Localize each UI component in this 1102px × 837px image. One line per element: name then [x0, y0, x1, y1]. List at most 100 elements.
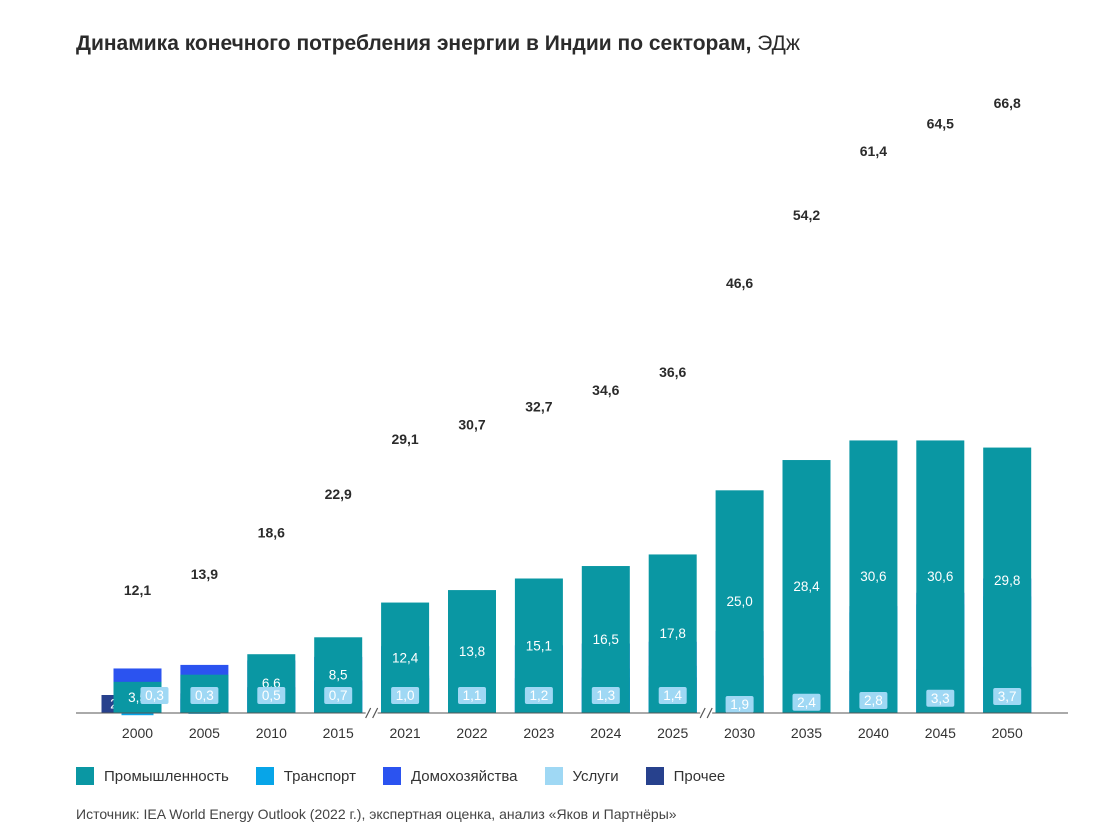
x-tick-label-2021: 2021	[390, 725, 421, 741]
value-label-industry-2015: 8,5	[329, 668, 348, 683]
x-tick-label-2035: 2035	[791, 725, 822, 741]
label-box-services-2000	[140, 687, 169, 704]
value-label-industry-2022: 13,8	[459, 644, 485, 659]
label-box-services-2050	[993, 688, 1022, 706]
axis-break-mark-1-b	[706, 707, 713, 719]
value-label-industry-2035: 28,4	[793, 579, 820, 594]
value-label-services-2050: 3,7	[998, 689, 1017, 704]
value-label-industry-2021: 12,4	[392, 650, 419, 665]
label-box-services-2045	[926, 689, 955, 707]
value-label-services-2010: 0,5	[262, 688, 281, 703]
x-tick-label-2050: 2050	[992, 725, 1023, 741]
value-label-services-2030: 1,9	[730, 697, 749, 712]
legend-label-households: Домохозяйства	[410, 767, 518, 785]
x-tick-label-2040: 2040	[858, 725, 889, 741]
bar-industry-2035	[782, 460, 831, 713]
label-box-services-2022	[458, 687, 486, 704]
total-label-2040: 61,4	[860, 143, 887, 159]
label-box-services-2005	[190, 687, 219, 704]
x-tick-label-2025: 2025	[657, 725, 688, 741]
value-label-industry-2030: 25,0	[726, 594, 752, 609]
value-label-industry-2050: 29,8	[994, 573, 1020, 588]
label-box-services-2023	[524, 687, 553, 704]
total-label-2022: 30,7	[458, 417, 485, 433]
legend-item-transport: Транспорт	[255, 767, 356, 785]
value-label-industry-2040: 30,6	[860, 569, 886, 584]
value-label-services-2025: 1,4	[663, 688, 682, 703]
label-box-services-2025	[658, 687, 687, 704]
value-label-services-2035: 2,4	[797, 695, 816, 710]
legend-label-industry: Промышленность	[104, 767, 229, 785]
x-tick-label-2023: 2023	[523, 725, 554, 741]
legend-swatch-transport	[255, 767, 274, 785]
chart-title-main: Динамика конечного потребления энергии в…	[76, 32, 752, 55]
bar-industry-2040	[849, 440, 898, 713]
legend-item-industry: Промышленность	[76, 767, 229, 785]
legend-label-other: Прочее	[673, 767, 726, 785]
x-tick-label-2000: 2000	[122, 725, 153, 741]
legend-swatch-households	[382, 767, 401, 785]
label-box-services-2030	[725, 696, 754, 714]
legend-label-transport: Транспорт	[283, 767, 356, 785]
value-label-services-2005: 0,3	[195, 688, 214, 703]
axis-break-gap-0	[365, 706, 378, 720]
x-tick-label-2022: 2022	[456, 725, 487, 741]
bar-industry-2030	[715, 490, 764, 713]
value-label-services-2000: 0,3	[145, 688, 164, 703]
total-label-2030: 46,6	[726, 275, 753, 291]
value-label-services-2023: 1,2	[530, 688, 549, 703]
value-label-industry-2024: 16,5	[593, 632, 619, 647]
axis-break-mark-1-a	[699, 707, 706, 719]
x-tick-label-2010: 2010	[256, 725, 287, 741]
x-tick-label-2024: 2024	[590, 725, 621, 741]
total-label-2045: 64,5	[927, 115, 954, 131]
stacked-bar-chart: 2,05,01,33,50,312,120002,25,41,64,30,313…	[76, 95, 1068, 741]
value-label-services-2040: 2,8	[864, 693, 883, 708]
x-tick-label-2015: 2015	[323, 725, 354, 741]
axis-break-mark-0-b	[372, 707, 379, 719]
total-label-2024: 34,6	[592, 382, 619, 398]
label-box-services-2021	[391, 687, 420, 704]
total-label-2023: 32,7	[525, 399, 552, 415]
label-box-services-2035	[792, 693, 821, 711]
total-label-2021: 29,1	[391, 431, 418, 447]
source-note: Источник: IEA World Energy Outlook (2022…	[76, 806, 677, 822]
value-label-services-2022: 1,1	[463, 688, 482, 703]
total-label-2035: 54,2	[793, 207, 820, 223]
value-label-services-2024: 1,3	[596, 688, 615, 703]
bar-industry-2050	[983, 447, 1032, 713]
value-label-services-2015: 0,7	[329, 688, 348, 703]
x-tick-label-2030: 2030	[724, 725, 755, 741]
total-label-2025: 36,6	[659, 364, 686, 380]
label-box-services-2015	[324, 687, 353, 704]
total-label-2010: 18,6	[258, 524, 285, 540]
value-label-services-2021: 1,0	[396, 688, 415, 703]
legend-item-households: Домохозяйства	[382, 767, 518, 785]
value-label-industry-2025: 17,8	[660, 626, 686, 641]
value-label-services-2045: 3,3	[931, 691, 950, 706]
axis-break-mark-0-a	[365, 707, 372, 719]
label-box-services-2040	[859, 692, 888, 710]
label-box-services-2024	[591, 687, 620, 704]
value-label-industry-2045: 30,6	[927, 569, 953, 584]
legend: Промышленность Транспорт Домохозяйства У…	[76, 765, 752, 787]
legend-swatch-other	[645, 767, 664, 785]
value-label-industry-2023: 15,1	[526, 638, 552, 653]
total-label-2000: 12,1	[124, 582, 151, 598]
bar-industry-2025	[648, 554, 697, 713]
legend-swatch-services	[544, 767, 563, 785]
legend-item-other: Прочее	[645, 767, 726, 785]
chart-title: Динамика конечного потребления энергии в…	[76, 32, 800, 56]
chart-title-unit: ЭДж	[757, 32, 800, 55]
legend-swatch-industry	[76, 767, 94, 785]
legend-label-services: Услуги	[572, 767, 619, 785]
total-label-2015: 22,9	[325, 486, 352, 502]
bar-industry-2045	[916, 440, 965, 713]
total-label-2005: 13,9	[191, 566, 218, 582]
x-tick-label-2005: 2005	[189, 725, 220, 741]
legend-item-services: Услуги	[544, 767, 619, 785]
axis-break-gap-1	[700, 706, 713, 720]
total-label-2050: 66,8	[994, 95, 1021, 111]
label-box-services-2010	[257, 687, 286, 704]
x-tick-label-2045: 2045	[925, 725, 956, 741]
